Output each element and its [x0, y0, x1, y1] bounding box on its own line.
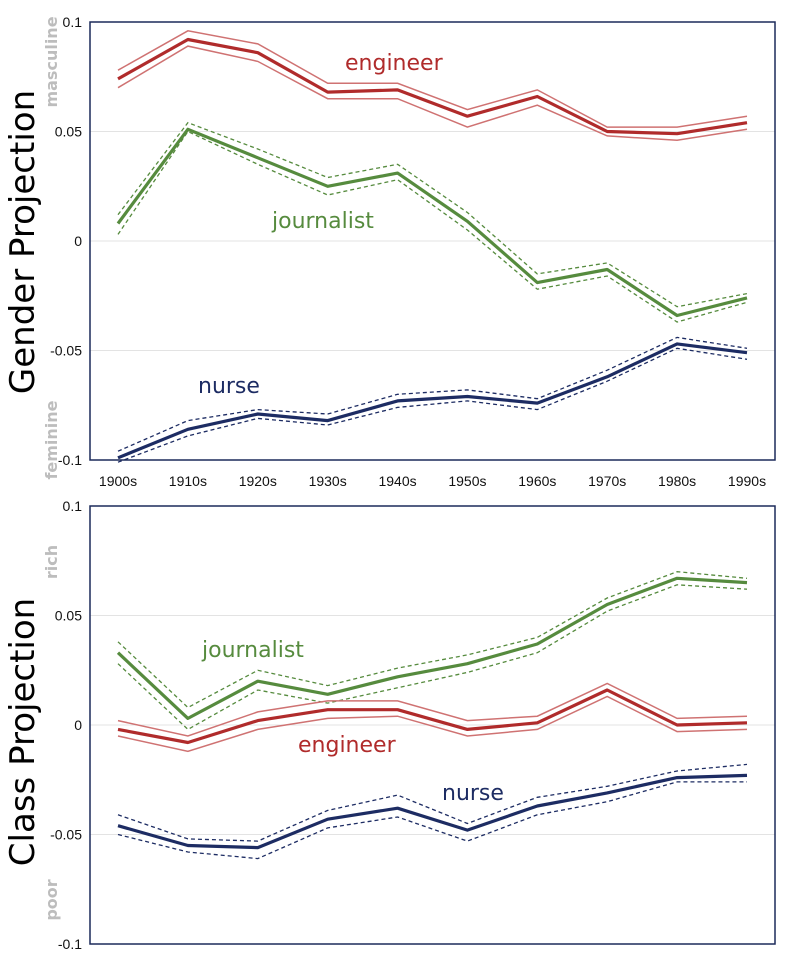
gender-engineer-label: engineer: [345, 51, 444, 76]
gender-plot-frame: [89, 21, 776, 461]
gender-y-tick-label: 0.1: [63, 14, 83, 30]
gender-x-tick-label: 1950s: [448, 473, 486, 489]
class-journalist-lower-bound-line: [117, 584, 748, 731]
class-series: [116, 571, 748, 860]
class-journalist-label: journalist: [201, 638, 304, 663]
gender-y-tick-label: -0.05: [50, 343, 82, 359]
class-nurse-lower-bound-line: [117, 781, 747, 860]
class-y-tick-label: 0.1: [63, 498, 83, 514]
class-journalist-upper-bound-line: [117, 571, 748, 709]
gender-x-tick-label: 1930s: [309, 473, 347, 489]
gender-pole-low-label: feminine: [42, 400, 61, 479]
gender-pole-high-label: masculine: [42, 16, 61, 107]
gender-journalist-upper-bound-line: [117, 121, 748, 308]
class-panel: 0.10.050-0.05-0.1 Class Projection rich …: [3, 498, 776, 952]
gender-journalist-label: journalist: [271, 209, 374, 234]
gender-x-tick-label: 1920s: [239, 473, 277, 489]
gender-x-tick-label: 1990s: [728, 473, 766, 489]
gender-gridlines: [90, 131, 775, 351]
class-y-tick-label: 0.05: [55, 608, 82, 624]
gender-x-tick-label: 1940s: [378, 473, 416, 489]
gender-y-tick-label: 0.05: [55, 124, 82, 140]
gender-nurse-mean-line: [117, 342, 748, 460]
gender-x-tick-label: 1900s: [99, 473, 137, 489]
gender-x-tick-label: 1960s: [518, 473, 556, 489]
class-y-tick-label: 0: [74, 717, 82, 733]
gender-x-tick-label: 1910s: [169, 473, 207, 489]
gender-x-tick-label: 1970s: [588, 473, 626, 489]
gender-y-axis-label: Gender Projection: [3, 90, 43, 394]
gender-nurse-lower-bound-line: [117, 347, 748, 463]
gender-y-tick-label: -0.1: [58, 452, 82, 468]
class-engineer-label: engineer: [298, 733, 397, 758]
class-nurse-label: nurse: [442, 781, 504, 806]
class-y-axis-label: Class Projection: [3, 598, 43, 866]
class-nurse-mean-line: [117, 773, 748, 850]
gender-journalist-lower-bound-line: [117, 130, 748, 323]
class-plot-frame: [89, 505, 776, 945]
class-y-tick-labels: 0.1 0.05 0 -0.05 -0.1: [50, 498, 82, 952]
gender-y-tick-label: 0: [74, 233, 82, 249]
gender-series: [116, 30, 748, 463]
class-gridlines: [90, 615, 775, 835]
class-pole-high-label: rich: [42, 545, 61, 579]
gender-journalist-mean-line: [116, 127, 748, 318]
gender-engineer-upper-bound-line: [117, 30, 748, 128]
gender-engineer-lower-bound-line: [117, 45, 748, 142]
gender-y-tick-labels: 0.1 0.05 0 -0.05 -0.1: [50, 14, 82, 468]
gender-panel: 0.10.050-0.05-0.1 1900s 1910s 1920s 1930s 19…: [3, 14, 776, 489]
class-nurse-upper-bound-line: [117, 763, 748, 842]
class-journalist-mean-line: [116, 576, 748, 721]
gender-x-tick-label: 1980s: [658, 473, 696, 489]
class-y-tick-label: -0.05: [50, 827, 82, 843]
class-pole-low-label: poor: [42, 879, 61, 920]
gender-engineer-mean-line: [117, 37, 748, 136]
class-engineer-upper-bound-line: [117, 682, 748, 737]
class-engineer-mean-line: [117, 688, 748, 745]
gender-nurse-upper-bound-line: [117, 336, 748, 452]
class-y-tick-label: -0.1: [58, 936, 82, 952]
gender-x-tick-labels: 1900s 1910s 1920s 1930s 1940s 1950s 1960s 1970s…: [99, 473, 766, 489]
class-engineer-lower-bound-line: [117, 695, 748, 753]
gender-nurse-label: nurse: [198, 374, 260, 399]
